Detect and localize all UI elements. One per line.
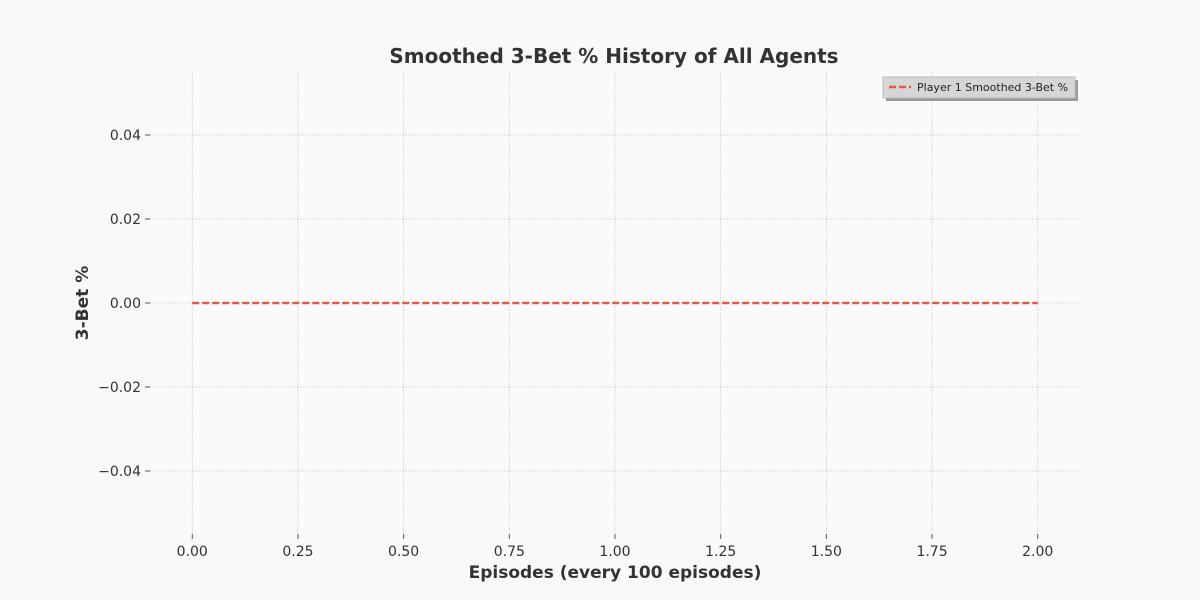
x-tick-label: 0.25 — [282, 544, 313, 560]
x-tick-label: 1.75 — [916, 544, 947, 560]
x-axis-label: Episodes (every 100 episodes) — [469, 563, 762, 583]
y-tick-label: 0.00 — [110, 296, 141, 312]
y-tick-label: 0.02 — [110, 212, 141, 228]
y-tick-label: −0.04 — [98, 464, 141, 480]
y-tick-label: −0.02 — [98, 380, 141, 396]
legend-box — [882, 76, 1076, 99]
x-tick-label: 1.00 — [599, 544, 630, 560]
y-tick-label: 0.04 — [110, 128, 141, 144]
tick-layer: 0.00 0.25 0.50 0.75 1.00 1.25 1.50 1.75 2.00 0.04… — [98, 128, 1053, 560]
x-tick-label: 2.00 — [1022, 544, 1053, 560]
legend-label-player-1: Player 1 Smoothed 3-Bet % — [917, 81, 1068, 94]
x-tick-label: 0.00 — [177, 544, 208, 560]
legend: Player 1 Smoothed 3-Bet % — [882, 76, 1078, 101]
x-tick-label: 0.75 — [494, 544, 525, 560]
y-axis-label: 3-Bet % — [73, 266, 93, 340]
chart-title: Smoothed 3-Bet % History of All Agents — [389, 44, 838, 68]
x-tick-label: 0.50 — [388, 544, 419, 560]
x-tick-label: 1.25 — [705, 544, 736, 560]
x-tick-label: 1.50 — [811, 544, 842, 560]
